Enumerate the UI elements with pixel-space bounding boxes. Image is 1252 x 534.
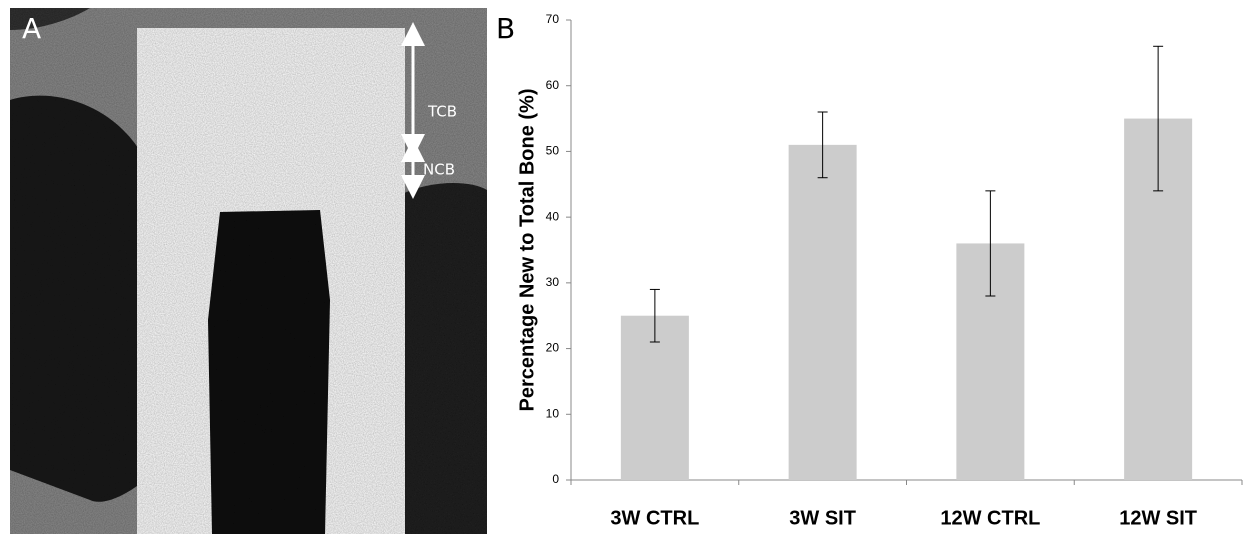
implant-core <box>208 210 330 534</box>
x-tick-label: 3W SIT <box>789 507 856 529</box>
x-tick-label: 12W SIT <box>1119 507 1197 529</box>
y-tick-label: 60 <box>546 78 560 92</box>
y-tick-label: 70 <box>546 12 560 26</box>
panel-label: A <box>22 12 41 45</box>
annotation: NCB <box>423 161 455 179</box>
y-tick-label: 40 <box>546 209 560 223</box>
dark-region <box>10 8 90 30</box>
y-tick-label: 10 <box>546 406 560 420</box>
panel-a-image <box>10 8 487 534</box>
panel-label: B <box>496 12 515 45</box>
dark-region <box>400 183 487 534</box>
y-tick-label: 30 <box>546 275 560 289</box>
x-tick-label: 3W CTRL <box>610 507 699 529</box>
y-tick-label: 50 <box>546 144 560 158</box>
y-tick-label: 0 <box>552 472 559 486</box>
bar <box>620 315 689 480</box>
y-tick-label: 20 <box>546 341 560 355</box>
annotation: TCB <box>427 103 457 121</box>
bar <box>788 144 857 480</box>
y-axis-label: Percentage New to Total Bone (%) <box>516 88 538 411</box>
x-tick-label: 12W CTRL <box>940 507 1040 529</box>
dark-region <box>10 95 145 502</box>
